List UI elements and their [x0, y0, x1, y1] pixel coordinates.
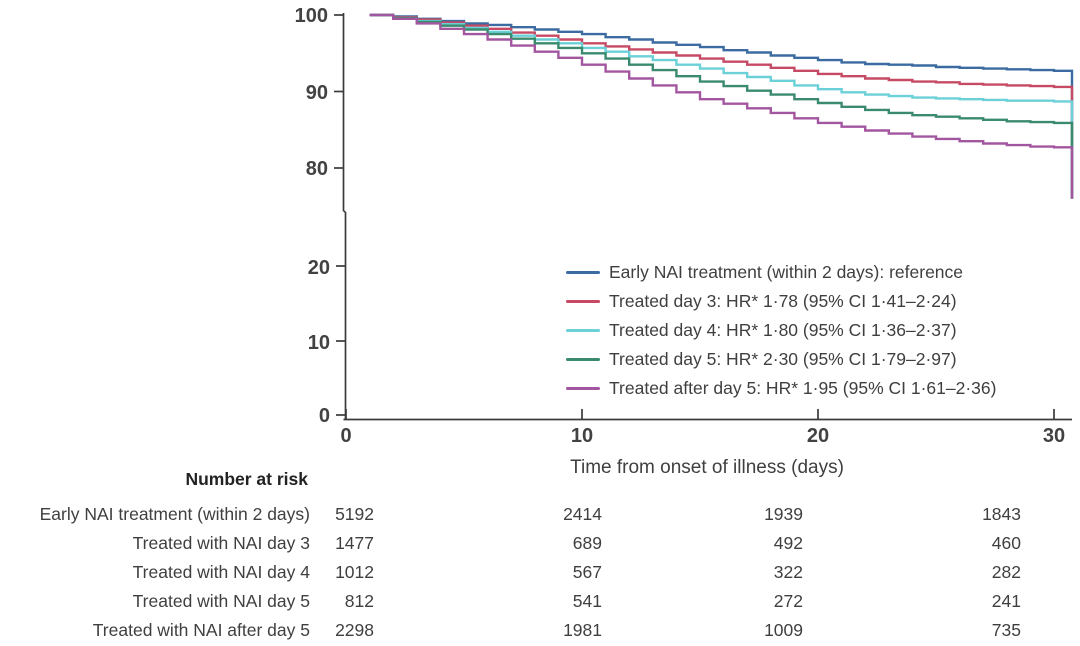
legend-label: Treated day 4: HR* 1·80 (95% CI 1·36–2·3… — [609, 320, 957, 340]
legend-label: Early NAI treatment (within 2 days): ref… — [609, 262, 964, 282]
risk-cell: 492 — [773, 533, 803, 553]
y-tick-label-10: 10 — [308, 332, 330, 354]
legend-label: Treated day 5: HR* 2·30 (95% CI 1·79–2·9… — [609, 349, 957, 369]
chart-legend: Early NAI treatment (within 2 days): ref… — [566, 258, 996, 403]
risk-cell: 460 — [991, 533, 1021, 553]
x-tick-label-0: 0 — [340, 425, 351, 447]
risk-table-header: Number at risk — [185, 469, 308, 489]
risk-cell: 735 — [991, 620, 1021, 640]
legend-line-swatch-green — [566, 358, 600, 361]
risk-cell: 1843 — [982, 504, 1021, 524]
risk-cell: 322 — [773, 562, 803, 582]
legend-item-day5: Treated day 5: HR* 2·30 (95% CI 1·79–2·9… — [566, 345, 996, 374]
survival-curve-2 — [369, 13, 1074, 199]
survival-curve-1 — [369, 13, 1074, 199]
risk-cell: 282 — [991, 562, 1021, 582]
risk-cell: 812 — [344, 591, 374, 611]
legend-label: Treated after day 5: HR* 1·95 (95% CI 1·… — [609, 378, 997, 398]
risk-cell: 2414 — [563, 504, 602, 524]
y-tick-label-90: 90 — [306, 82, 328, 104]
legend-item-day3: Treated day 3: HR* 1·78 (95% CI 1·41–2·2… — [566, 287, 996, 316]
legend-line-swatch-purple — [566, 387, 600, 390]
x-tick-label-30: 30 — [1043, 425, 1065, 447]
legend-item-day4: Treated day 4: HR* 1·80 (95% CI 1·36–2·3… — [566, 316, 996, 345]
survival-curves-group — [369, 13, 1074, 199]
risk-row-label: Treated with NAI day 5 — [132, 591, 310, 611]
risk-cell: 1477 — [335, 533, 374, 553]
risk-cell: 1981 — [563, 620, 602, 640]
survival-curve-0 — [369, 13, 1074, 199]
y-tick-label-20: 20 — [308, 257, 330, 279]
risk-row-label: Early NAI treatment (within 2 days) — [39, 504, 310, 524]
legend-item-after-day5: Treated after day 5: HR* 1·95 (95% CI 1·… — [566, 374, 996, 403]
risk-cell: 2298 — [335, 620, 374, 640]
legend-label: Treated day 3: HR* 1·78 (95% CI 1·41–2·2… — [609, 291, 957, 311]
risk-cell: 241 — [991, 591, 1021, 611]
risk-cell: 1939 — [764, 504, 803, 524]
legend-line-swatch-red — [566, 300, 600, 303]
x-tick-label-20: 20 — [807, 425, 829, 447]
risk-row-label: Treated with NAI day 4 — [132, 562, 310, 582]
risk-cell: 541 — [572, 591, 602, 611]
risk-cell: 272 — [773, 591, 803, 611]
risk-row-label: Treated with NAI after day 5 — [92, 620, 310, 640]
survival-curve-4 — [369, 13, 1074, 199]
risk-cell: 5192 — [335, 504, 374, 524]
risk-cell: 1012 — [335, 562, 374, 582]
y-axis-break-jog — [343, 210, 346, 213]
risk-cell: 1009 — [764, 620, 803, 640]
risk-cell: 567 — [572, 562, 602, 582]
y-tick-label-0: 0 — [319, 405, 330, 427]
risk-row-label: Treated with NAI day 3 — [132, 533, 310, 553]
y-tick-label-80: 80 — [306, 158, 328, 180]
risk-cell: 689 — [572, 533, 602, 553]
legend-item-early-nai: Early NAI treatment (within 2 days): ref… — [566, 258, 996, 287]
y-tick-label-100: 100 — [295, 5, 328, 27]
x-axis-title: Time from onset of illness (days) — [570, 457, 844, 478]
survival-curve-3 — [369, 13, 1074, 199]
x-tick-label-10: 10 — [571, 425, 593, 447]
legend-line-swatch-cyan — [566, 329, 600, 332]
legend-line-swatch-blue — [566, 271, 600, 274]
